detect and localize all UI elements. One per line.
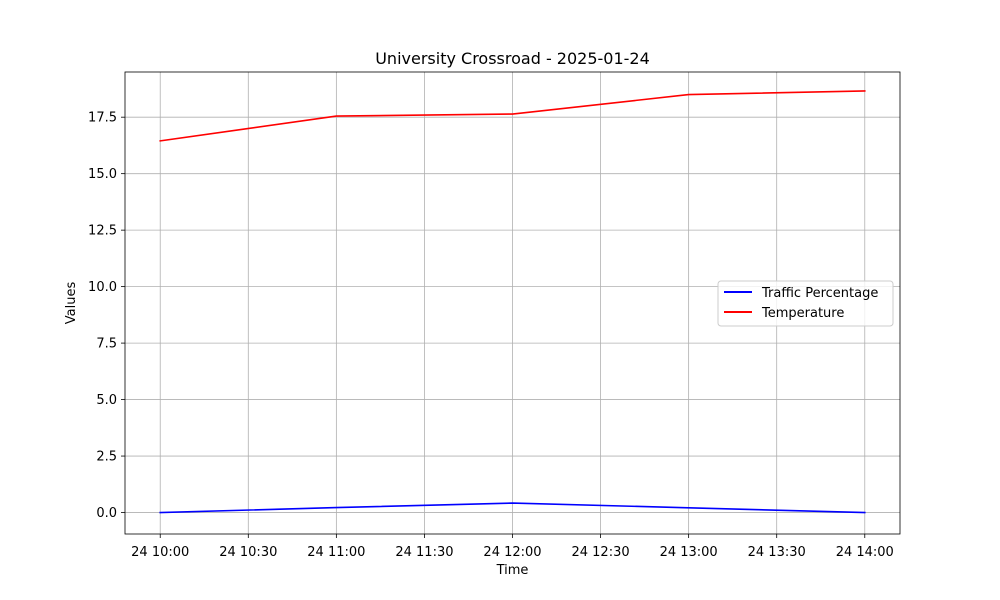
y-tick-label: 7.5 [96, 337, 117, 352]
legend-label-traffic-percentage: Traffic Percentage [761, 286, 878, 301]
y-tick-label: 5.0 [96, 393, 117, 408]
legend-label-temperature: Temperature [761, 306, 844, 321]
y-tick-label: 17.5 [88, 111, 117, 126]
series-line-temperature [159, 90, 866, 142]
x-tick-label: 24 13:00 [660, 545, 718, 560]
y-tick-label: 12.5 [88, 224, 117, 239]
x-tick-label: 24 10:00 [131, 545, 189, 560]
y-tick-label: 2.5 [96, 450, 117, 465]
y-tick-label: 15.0 [88, 167, 117, 182]
x-axis-ticks: 24 10:00 24 10:30 24 11:00 24 11:30 24 12:00… [131, 534, 894, 560]
x-tick-label: 24 13:30 [748, 545, 806, 560]
x-tick-label: 24 14:00 [836, 545, 894, 560]
legend: Traffic Percentage Temperature [717, 280, 894, 327]
y-tick-label: 10.0 [88, 280, 117, 295]
x-tick-label: 24 12:30 [571, 545, 629, 560]
legend-box [717, 280, 894, 327]
series-line-traffic-percentage [159, 502, 866, 514]
series-lines [159, 90, 866, 514]
y-tick-label: 0.0 [96, 506, 117, 521]
x-tick-label: 24 12:00 [483, 545, 541, 560]
chart-title: University Crossroad - 2025-01-24 [375, 49, 650, 68]
x-tick-label: 24 10:30 [219, 545, 277, 560]
y-axis-label: Values [64, 282, 79, 325]
x-axis-label: Time [496, 563, 529, 578]
x-tick-label: 24 11:00 [307, 545, 365, 560]
y-axis-ticks: 0.0 2.5 5.0 7.5 10.0 12.5 15.0 17.5 [88, 111, 125, 521]
x-tick-label: 24 11:30 [395, 545, 453, 560]
